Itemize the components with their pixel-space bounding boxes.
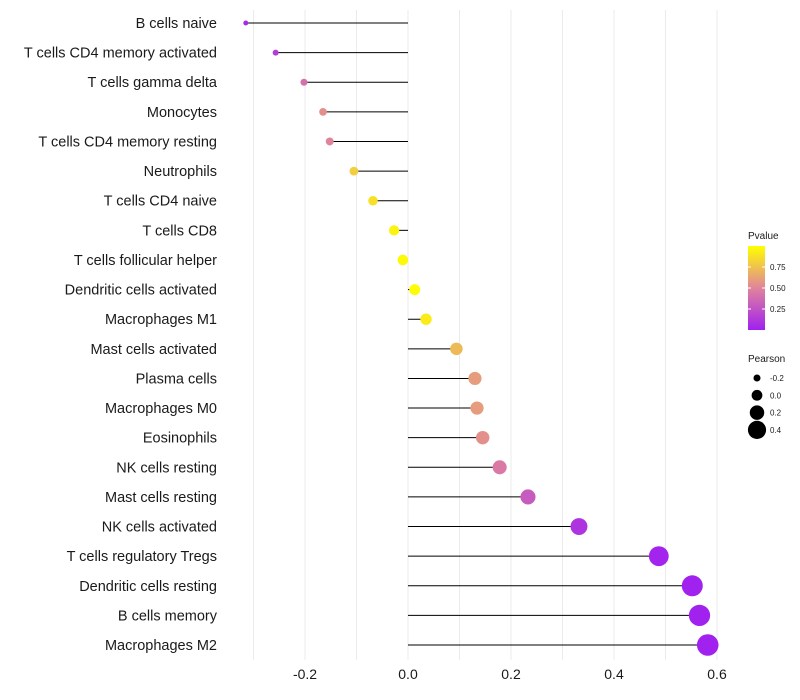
size-legend-label: 0.2 xyxy=(770,409,782,418)
data-point xyxy=(520,489,536,505)
category-label: Mast cells resting xyxy=(105,490,217,506)
data-point xyxy=(688,604,711,627)
legend-colorbar xyxy=(748,246,765,330)
x-tick-label: -0.2 xyxy=(293,666,317,682)
category-label: Macrophages M2 xyxy=(105,638,217,654)
data-point xyxy=(648,546,669,567)
data-point xyxy=(409,284,421,296)
category-label: Dendritic cells activated xyxy=(65,283,217,299)
size-legend-key xyxy=(749,405,765,420)
stems xyxy=(245,22,708,646)
category-label: Macrophages M0 xyxy=(105,401,217,417)
legend: Pvalue Pearson 0.75 0.50 0.25 -0.2 0.0 0.2 0.4 xyxy=(747,231,786,439)
data-point xyxy=(492,460,507,475)
legend-color-title: Pvalue xyxy=(748,231,779,242)
size-legend-key xyxy=(751,389,763,401)
category-label: B cells memory xyxy=(118,608,218,624)
category-label: Monocytes xyxy=(147,105,217,121)
category-label: B cells naive xyxy=(136,16,217,32)
data-point xyxy=(475,430,490,445)
data-point xyxy=(349,166,359,176)
x-axis-ticks: -0.2 0.0 0.2 0.4 0.6 xyxy=(293,666,727,682)
data-point xyxy=(450,342,463,356)
data-point xyxy=(420,313,432,325)
size-legend-key xyxy=(747,420,767,439)
category-label: T cells regulatory Tregs xyxy=(67,549,217,565)
category-label: T cells gamma delta xyxy=(88,75,218,91)
data-point xyxy=(319,108,327,116)
category-label: NK cells resting xyxy=(116,460,217,476)
colorbar-tick-label: 0.25 xyxy=(770,305,786,314)
size-legend-label: 0.0 xyxy=(770,391,782,400)
points xyxy=(243,20,719,656)
category-label: Plasma cells xyxy=(136,371,217,387)
category-label: T cells CD4 memory activated xyxy=(24,46,217,62)
category-label: T cells CD8 xyxy=(142,223,217,239)
data-point xyxy=(468,371,482,386)
x-tick-label: 0.2 xyxy=(501,666,521,682)
data-point xyxy=(243,20,249,26)
category-label: T cells CD4 memory resting xyxy=(38,134,217,150)
category-label: Dendritic cells resting xyxy=(79,579,217,595)
category-label: Neutrophils xyxy=(144,164,217,180)
category-label: NK cells activated xyxy=(102,520,217,536)
category-label: Macrophages M1 xyxy=(105,312,217,328)
data-point xyxy=(388,225,400,236)
category-label: Eosinophils xyxy=(143,431,217,447)
data-point xyxy=(397,254,409,266)
colorbar-tick-label: 0.50 xyxy=(770,284,786,293)
colorbar-tick-label: 0.75 xyxy=(770,263,786,272)
size-legend-label: 0.4 xyxy=(770,426,782,435)
category-label: T cells CD4 naive xyxy=(104,194,217,210)
data-point xyxy=(570,518,588,535)
gridlines xyxy=(253,10,718,660)
data-point xyxy=(696,634,719,656)
x-tick-label: 0.6 xyxy=(707,666,727,682)
data-point xyxy=(470,401,484,415)
category-label: Mast cells activated xyxy=(90,342,217,358)
x-tick-label: 0.4 xyxy=(604,666,624,682)
category-label: T cells follicular helper xyxy=(74,253,217,269)
data-point xyxy=(272,49,279,56)
data-point xyxy=(681,575,703,597)
x-tick-label: 0.0 xyxy=(398,666,418,682)
legend-size-title: Pearson xyxy=(748,354,785,365)
data-point xyxy=(300,78,308,86)
size-legend-label: -0.2 xyxy=(770,374,784,383)
data-point xyxy=(325,137,334,146)
size-legend-key xyxy=(753,374,761,382)
data-point xyxy=(368,195,378,206)
category-labels: B cells naive T cells CD4 memory activate… xyxy=(24,16,218,654)
